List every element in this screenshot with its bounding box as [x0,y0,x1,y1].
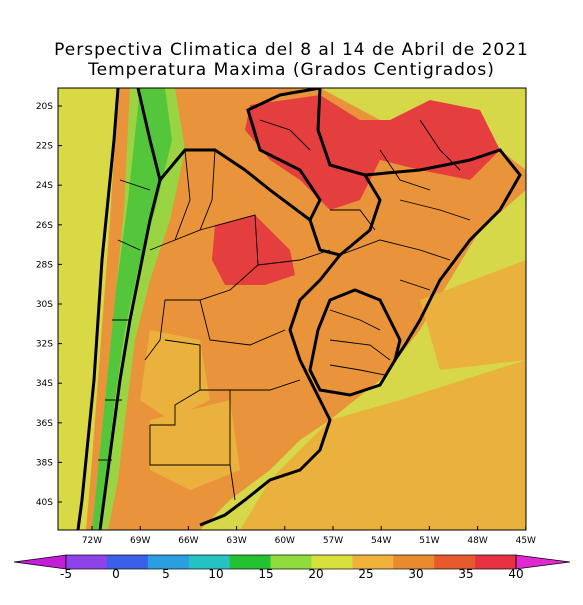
andes-border [98,88,162,530]
title-line-1: Perspectiva Climatica del 8 al 14 de Abr… [54,40,529,60]
lon-tick-label: 72W [82,536,102,546]
argentina-north-border [158,88,322,223]
lat-tick-label: 34S [36,379,53,389]
colorbar-swatch [270,555,312,569]
lat-tick-label: 38S [36,458,53,468]
colorbar-swatch [188,555,231,569]
mild-pocket [140,330,210,420]
hot-zone-chaco [212,215,295,285]
lon-tick-label: 63W [226,536,246,546]
argentina-coast [199,254,342,527]
latitude-axis: 20S 22S 24S 26S 28S 30S 32S 34S 36S 38S 40S [36,102,62,508]
colorbar-label: 35 [458,567,473,581]
colorbar-swatch [475,555,517,569]
lat-tick-label: 30S [36,300,53,310]
colorbar-label: 0 [112,567,120,581]
lon-tick-label: 66W [178,536,198,546]
lon-tick-label: 60W [275,536,295,546]
lon-tick-label: 45W [516,536,536,546]
uruguay-border [308,288,402,397]
colorbar-label: 15 [258,567,273,581]
lon-tick-label: 57W [323,536,343,546]
lon-tick-label: 54W [371,536,391,546]
lat-tick-label: 20S [36,102,53,112]
map-fields [58,88,526,530]
borders [76,88,522,530]
provincial-borders [98,119,471,501]
colorbar-label: 10 [208,567,223,581]
colorbar: -5 0 5 10 15 20 25 30 35 40 [13,554,571,581]
paraguay-border [308,88,382,257]
lat-tick-label: 28S [36,260,53,270]
colorbar-swatch [434,555,476,569]
lat-tick-label: 24S [36,181,53,191]
colorbar-swatch [311,555,353,569]
colorbar-label: 40 [508,567,523,581]
lon-tick-label: 48W [467,536,487,546]
mild-pocket [150,400,240,490]
lat-tick-label: 36S [36,419,53,429]
colorbar-swatch [393,555,435,569]
colorbar-label: 5 [162,567,170,581]
colorbar-label: 25 [358,567,373,581]
lat-tick-label: 32S [36,340,53,350]
chile-coast [76,88,120,530]
colorbar-label: 20 [308,567,323,581]
colorbar-outline [65,554,517,570]
colorbar-swatch [147,555,190,569]
lat-tick-label: 26S [36,221,53,231]
colorbar-swatch [106,555,149,569]
lat-tick-label: 22S [36,142,53,152]
andes-green-band [92,88,172,530]
map-frame [57,87,527,531]
colorbar-label: -5 [60,567,72,581]
colorbar-low-arrow [13,554,67,570]
colorbar-high-arrow [515,554,571,570]
lon-tick-label: 69W [130,536,150,546]
mild-coast-field [420,260,526,370]
colorbar-label: 30 [408,567,423,581]
colorbar-swatch [66,555,108,569]
lat-tick-label: 40S [36,498,53,508]
mild-south-field [240,360,526,530]
colorbar-swatch [352,555,394,569]
lon-tick-label: 51W [419,536,439,546]
title-line-2: Temperatura Maxima (Grados Centigrados) [88,60,495,80]
colorbar-swatch [229,555,272,569]
longitude-axis: 72W 69W 66W 63W 60W 57W 54W 51W 48W 45W [82,526,536,546]
pacific-field [58,88,120,530]
